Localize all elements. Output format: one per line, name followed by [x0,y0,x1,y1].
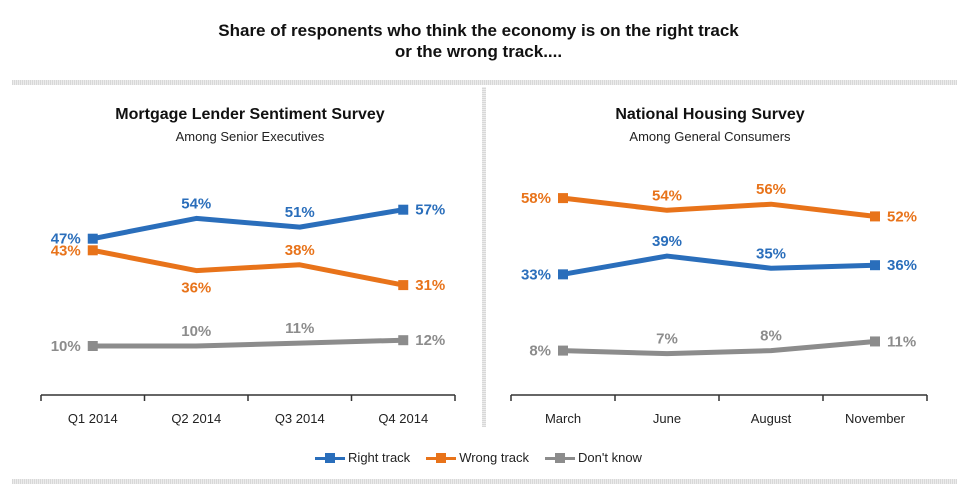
data-label: 47% [51,231,81,248]
legend: Right track Wrong track Don't know [0,450,957,465]
series-end-marker [87,245,98,256]
top-divider [12,80,957,85]
series-line-don-t-know [562,338,876,357]
data-label: 39% [652,233,682,250]
legend-swatch-dont-know [545,452,576,463]
series-end-marker [398,204,409,215]
series-end-marker [87,341,98,351]
data-label: 51% [285,204,315,221]
series-end-marker [870,211,880,222]
x-tick-label: August [751,411,792,426]
x-tick-label: Q1 2014 [68,411,118,426]
series-line-wrong-track [562,195,876,219]
legend-label-right-track: Right track [348,450,411,465]
series-end-marker [87,233,98,244]
data-label: 54% [652,187,682,204]
series-end-marker [870,260,880,271]
left-panel-title: Mortgage Lender Sentiment Survey [115,106,385,123]
series-end-marker [398,335,409,346]
data-label: 36% [181,280,211,297]
data-label: 33% [521,266,551,283]
series-end-marker [558,269,568,280]
data-label: 11% [285,320,314,337]
mortgage-lender-chart: Q1 2014 Q2 2014 Q3 2014 Q4 2014 47% 54% 51% 57%… [40,195,456,426]
series-line-wrong-track [92,247,404,288]
x-tick-label: June [653,411,681,426]
data-label: 11% [887,333,916,350]
right-panel-subtitle: Among General Consumers [629,129,791,144]
main-title-line1: Share of responents who think the econom… [218,21,739,40]
legend-swatch-wrong-track [426,452,457,463]
legend-item-dont-know: Don't know [545,450,642,465]
legend-label-wrong-track: Wrong track [459,450,530,465]
data-label: 10% [51,338,81,355]
data-label: 7% [656,331,678,348]
legend-label-dont-know: Don't know [578,450,642,465]
data-label: 36% [887,257,917,274]
data-label: 43% [51,242,81,259]
legend-item-right-track: Right track [315,450,410,465]
x-tick-label: Q4 2014 [378,411,428,426]
x-tick-label: Q2 2014 [171,411,221,426]
left-panel-subtitle: Among Senior Executives [175,129,325,144]
x-tick-label: March [545,411,581,426]
main-title-line2: or the wrong track.... [394,42,563,61]
series-line-don-t-know [92,337,404,349]
data-label: 58% [521,190,551,207]
data-label: 56% [756,181,786,198]
series-line-right-track [92,207,404,242]
data-label: 8% [529,343,551,360]
series-end-marker [558,193,568,204]
panel-divider [482,87,486,427]
series-end-marker [398,280,409,291]
data-label: 10% [181,323,211,340]
legend-item-wrong-track: Wrong track [426,450,529,465]
data-label: 54% [181,195,211,212]
series-end-marker [558,345,568,356]
data-label: 8% [760,328,782,345]
x-tick-label: Q3 2014 [275,411,325,426]
x-tick-label: November [845,411,906,426]
data-label: 12% [415,332,445,349]
national-housing-chart: March June August November 33% 39% 35% 36% 58% 54… [510,181,928,426]
series-line-right-track [562,253,876,277]
main-title: Share of responents who think the econom… [0,20,957,62]
data-label: 31% [415,277,445,294]
bottom-divider [12,479,957,484]
right-panel-title: National Housing Survey [615,106,805,123]
series-end-marker [870,336,880,347]
data-label: 38% [285,242,315,259]
data-label: 57% [415,202,445,219]
data-label: 52% [887,208,917,225]
legend-swatch-right-track [315,452,346,463]
data-label: 35% [756,245,786,262]
